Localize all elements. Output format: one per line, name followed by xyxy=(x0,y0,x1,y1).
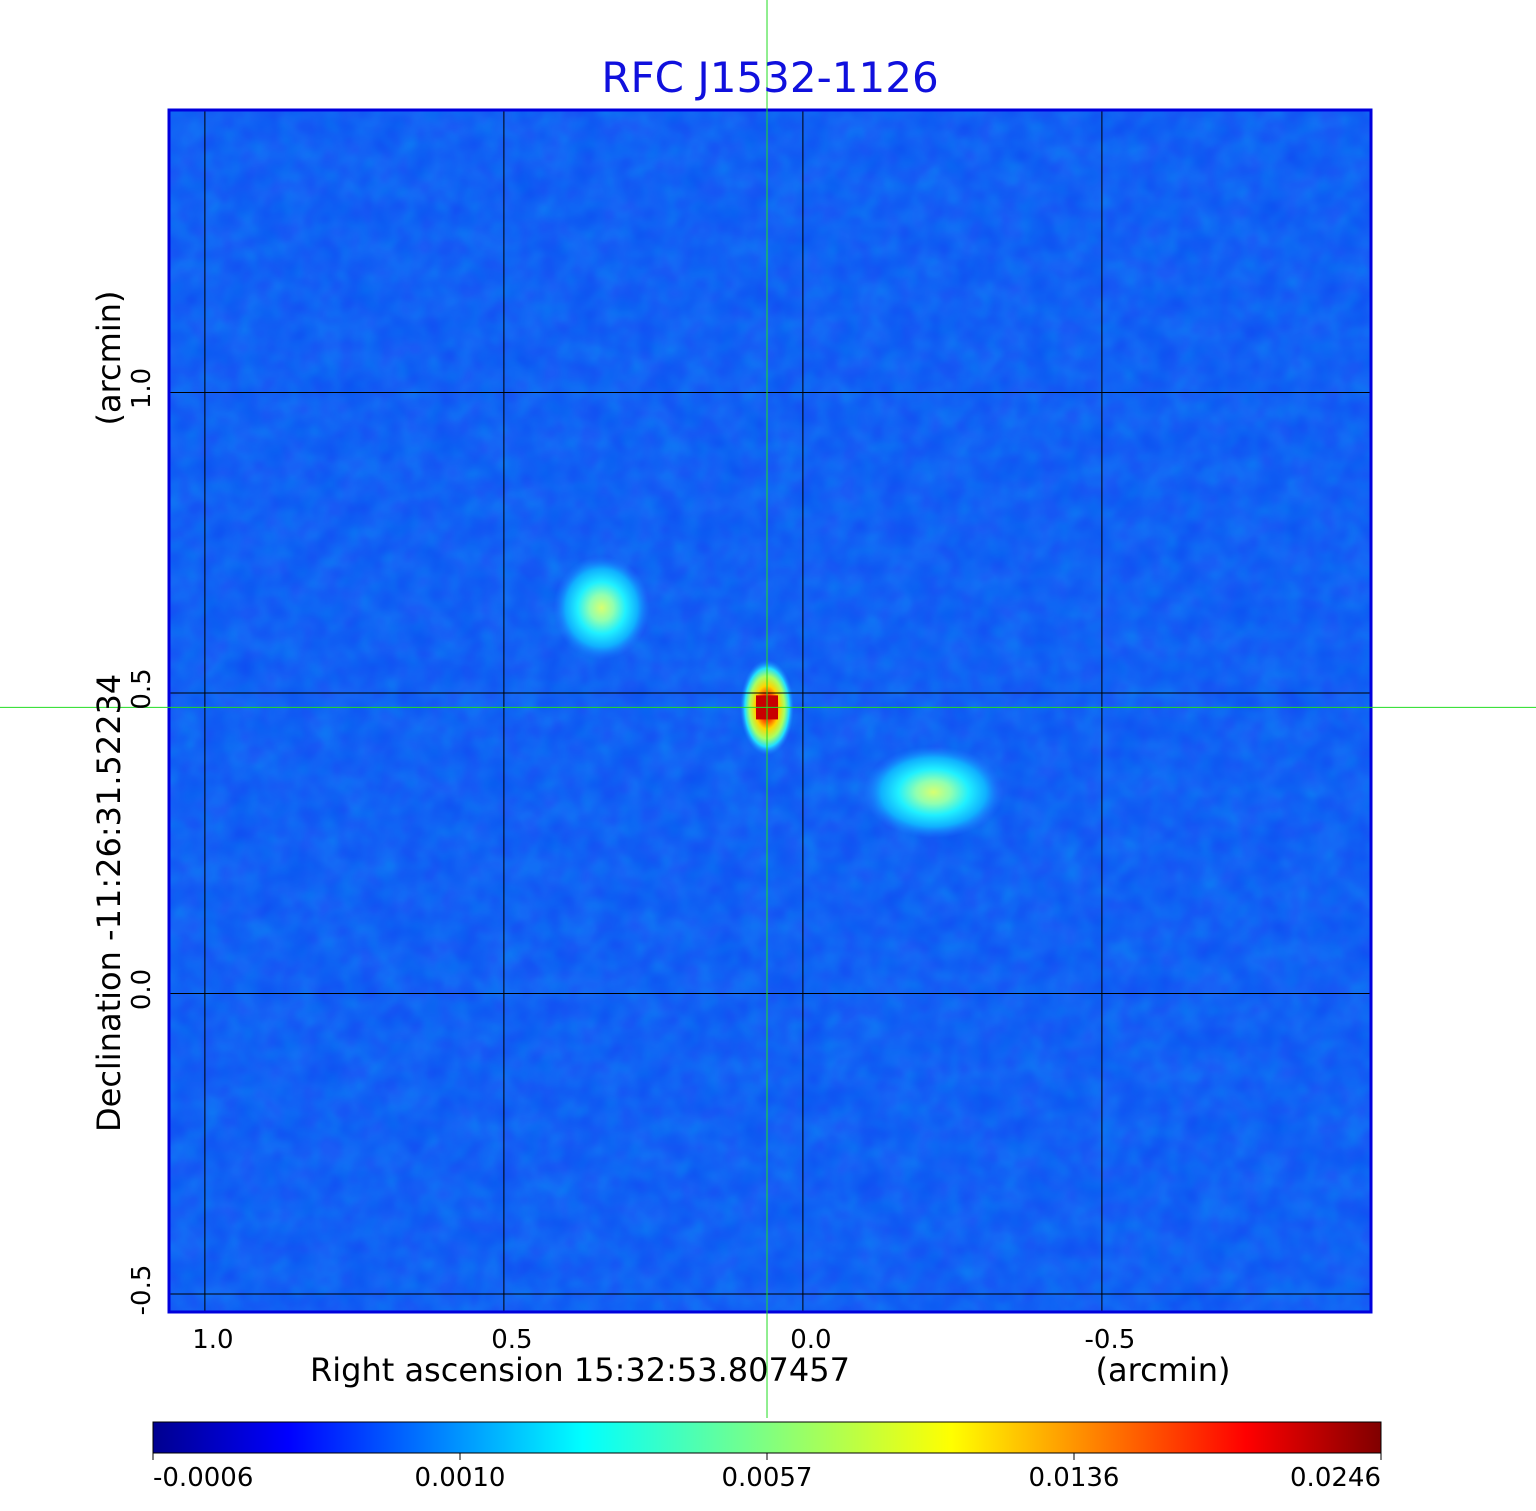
chart-title: RFC J1532-1126 xyxy=(601,53,938,102)
y-axis-unit: (arcmin) xyxy=(90,291,128,426)
x-axis-label: Right ascension 15:32:53.807457 xyxy=(310,1351,850,1389)
colorbar-tick-label: 0.0010 xyxy=(415,1463,506,1493)
crosshair xyxy=(0,0,1536,1418)
source-lobe-sw xyxy=(863,746,1004,839)
y-tick-label: 0.5 xyxy=(127,668,157,709)
y-axis-label: Declination -11:26:31.52234 xyxy=(90,674,128,1132)
source-lobe-ne xyxy=(553,555,650,660)
heatmap-image xyxy=(169,110,1371,1312)
x-tick-label: 1.0 xyxy=(192,1325,233,1355)
grid-lines xyxy=(169,110,1371,1312)
y-tick-label: 0.0 xyxy=(127,969,157,1010)
colorbar xyxy=(152,1421,1382,1454)
source-blobs xyxy=(553,555,1004,839)
colorbar-tick-label: 0.0057 xyxy=(722,1463,813,1493)
plot-frame xyxy=(167,108,1373,1314)
colorbar-tick-labels: -0.0006 0.0010 0.0057 0.0136 0.0246 xyxy=(152,1453,1382,1493)
colorbar-tick-label: 0.0246 xyxy=(1290,1463,1381,1493)
colorbar-tick-label: -0.0006 xyxy=(153,1463,253,1493)
x-tick-labels: 1.0 0.5 0.0 -0.5 xyxy=(192,1325,1135,1355)
colorbar-tick-label: 0.0136 xyxy=(1029,1463,1120,1493)
y-tick-label: 1.0 xyxy=(127,368,157,409)
x-tick-label: 0.5 xyxy=(491,1325,532,1355)
x-axis-unit: (arcmin) xyxy=(1096,1351,1231,1389)
y-tick-label: -0.5 xyxy=(127,1265,157,1316)
x-tick-label: -0.5 xyxy=(1085,1325,1136,1355)
y-tick-labels: 1.0 0.5 0.0 -0.5 xyxy=(127,368,157,1316)
x-tick-label: 0.0 xyxy=(790,1325,831,1355)
